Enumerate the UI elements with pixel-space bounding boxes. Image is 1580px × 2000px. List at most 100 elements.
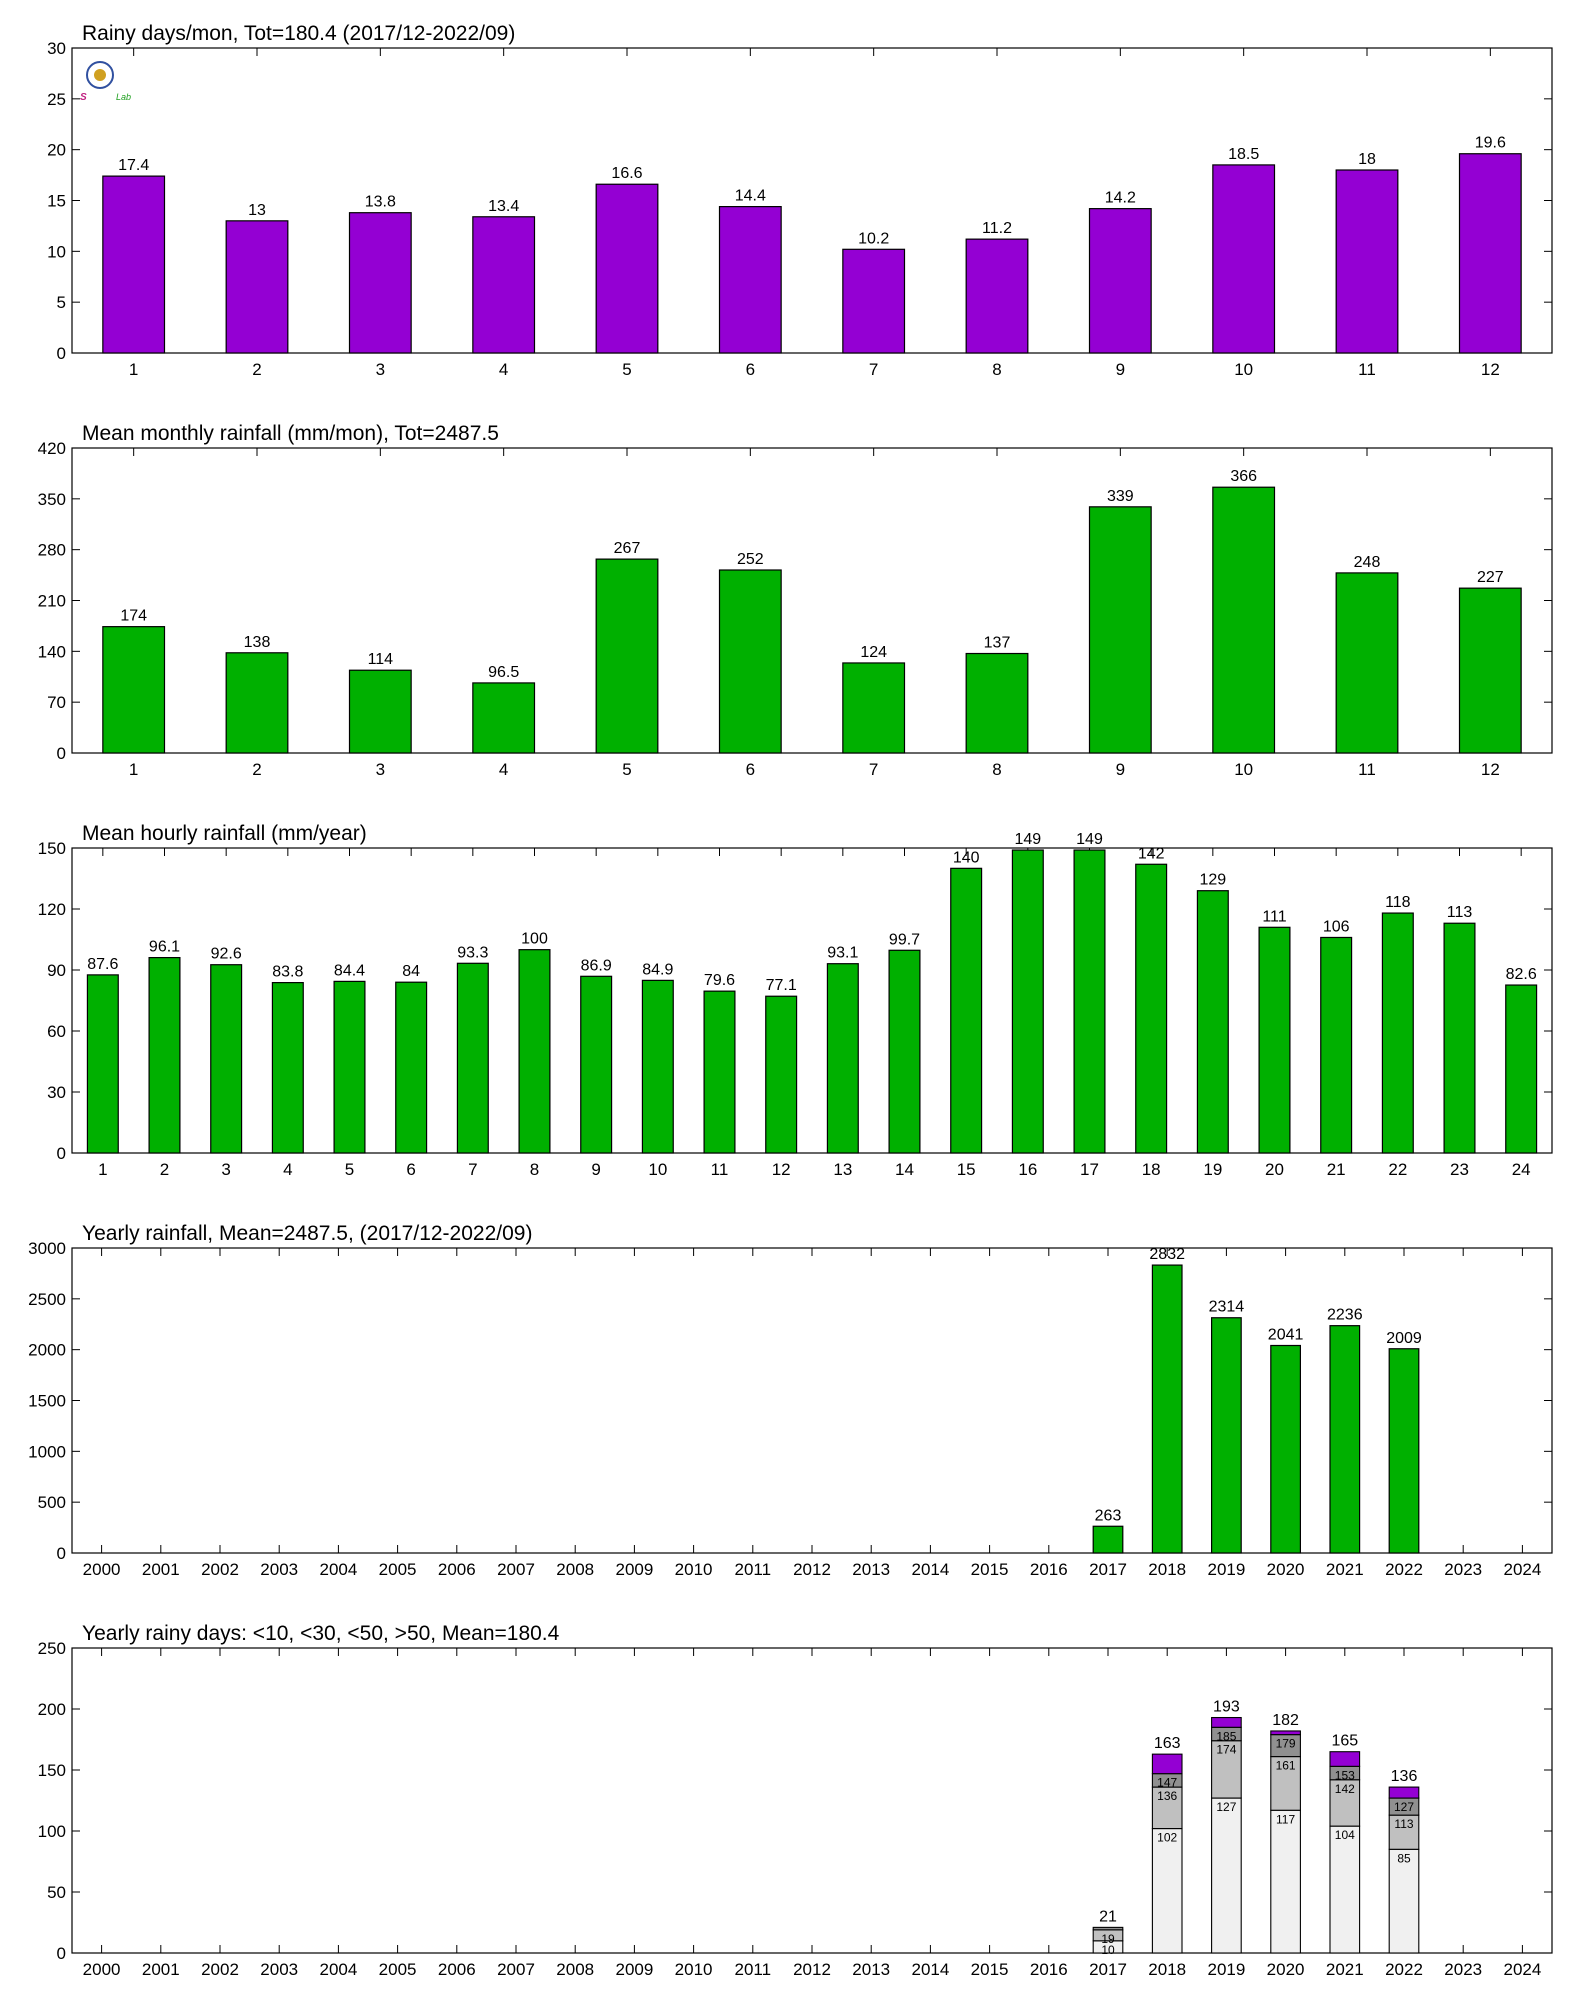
x-tick-label: 7	[869, 360, 878, 379]
stack-segment	[1151, 1753, 1183, 1775]
x-tick-label: 2015	[971, 1560, 1009, 1579]
x-tick-label: 6	[746, 360, 755, 379]
data-label: 93.3	[457, 944, 488, 961]
plot-frame	[71, 847, 1553, 1154]
data-label: 13.4	[488, 198, 519, 215]
total-label: 193	[1213, 1699, 1240, 1716]
data-label: 140	[953, 849, 980, 866]
x-tick-label: 2013	[852, 1960, 890, 1979]
data-label: 252	[737, 551, 764, 568]
x-tick-label: 2012	[793, 1960, 831, 1979]
data-label: 17.4	[118, 157, 149, 174]
stack-segment	[1151, 1828, 1183, 1954]
x-tick-label: 2024	[1503, 1960, 1541, 1979]
data-label: 84.9	[642, 961, 673, 978]
x-tick-label: 2020	[1267, 1960, 1305, 1979]
data-label: 16.6	[611, 165, 642, 182]
y-tick-label: 1000	[28, 1442, 66, 1461]
x-tick-label: 2022	[1385, 1960, 1423, 1979]
data-label: 111	[1262, 908, 1286, 925]
bar	[765, 995, 798, 1154]
x-tick-label: 2016	[1030, 1560, 1068, 1579]
x-tick-label: 2000	[83, 1960, 121, 1979]
x-tick-label: 2012	[793, 1560, 831, 1579]
segment-label: 113	[1394, 1817, 1413, 1831]
bar	[518, 949, 551, 1154]
data-label: 2236	[1327, 1307, 1363, 1324]
bar	[718, 206, 782, 354]
x-tick-label: 3	[221, 1160, 230, 1179]
x-tick-label: 2007	[497, 1560, 535, 1579]
x-tick-label: 5	[622, 360, 631, 379]
stack-segment	[1151, 1786, 1183, 1830]
x-tick-label: 10	[1234, 360, 1253, 379]
y-tick-label: 0	[57, 744, 66, 763]
y-tick-label: 90	[47, 961, 66, 980]
bar	[86, 974, 119, 1154]
bar	[1335, 169, 1399, 354]
x-tick-label: 2020	[1267, 1560, 1305, 1579]
bar	[348, 669, 412, 754]
x-tick-label: 2003	[260, 1960, 298, 1979]
x-tick-label: 9	[591, 1160, 600, 1179]
bar	[1092, 1525, 1124, 1554]
bar	[102, 626, 166, 754]
x-tick-label: 6	[406, 1160, 415, 1179]
x-tick-label: 17	[1080, 1160, 1099, 1179]
bar	[472, 216, 536, 354]
chart-title: Yearly rainfall, Mean=2487.5, (2017/12-2…	[82, 1222, 532, 1245]
data-label: 18.5	[1228, 146, 1259, 163]
data-label: 96.1	[149, 939, 180, 956]
bar	[1196, 890, 1229, 1154]
y-tick-label: 3000	[28, 1239, 66, 1258]
stack-segment	[1211, 1716, 1242, 1728]
data-label: 113	[1447, 904, 1473, 921]
x-tick-label: 2	[160, 1160, 169, 1179]
x-tick-label: 2004	[319, 1960, 357, 1979]
stack-segment	[1270, 1809, 1301, 1954]
seal-center-icon	[94, 69, 106, 81]
segment-label: 185	[1216, 1729, 1236, 1743]
x-tick-label: 2022	[1385, 1560, 1423, 1579]
bar	[1212, 486, 1276, 754]
x-tick-label: 15	[957, 1160, 976, 1179]
data-label: 267	[614, 540, 641, 557]
x-tick-label: 2016	[1030, 1960, 1068, 1979]
data-label: 142	[1138, 845, 1165, 862]
x-tick-label: 1	[129, 360, 138, 379]
y-tick-label: 210	[38, 592, 66, 611]
x-tick-label: 8	[530, 1160, 539, 1179]
x-tick-label: 21	[1327, 1160, 1346, 1179]
chart-panel-1: Rainy days/mon, Tot=180.4 (2017/12-2022/…	[47, 22, 1553, 379]
data-label: 2832	[1149, 1246, 1185, 1263]
data-label: 14.4	[735, 188, 766, 205]
x-tick-label: 8	[992, 360, 1001, 379]
stack-segment	[1388, 1786, 1420, 1799]
x-tick-label: 12	[1481, 760, 1500, 779]
x-tick-label: 2023	[1444, 1560, 1482, 1579]
bar	[718, 569, 782, 754]
bar	[333, 980, 366, 1154]
x-tick-label: 2023	[1444, 1960, 1482, 1979]
x-tick-label: 11	[1358, 360, 1376, 379]
x-tick-label: 2009	[615, 1560, 653, 1579]
bar	[348, 212, 412, 354]
x-tick-label: 2014	[911, 1960, 949, 1979]
bar	[1505, 984, 1538, 1154]
x-tick-label: 2019	[1207, 1560, 1245, 1579]
stack-segment	[1329, 1779, 1361, 1827]
y-tick-label: 50	[47, 1883, 66, 1902]
x-tick-label: 2006	[438, 1960, 476, 1979]
bar	[826, 963, 859, 1154]
x-tick-label: 4	[499, 360, 508, 379]
x-tick-label: 2011	[735, 1560, 772, 1579]
segment-label: 102	[1157, 1831, 1177, 1845]
x-tick-label: 2005	[379, 1560, 417, 1579]
bar	[225, 652, 289, 754]
x-tick-label: 3	[376, 360, 385, 379]
y-tick-label: 60	[47, 1022, 66, 1041]
x-tick-label: 20	[1265, 1160, 1284, 1179]
bar	[595, 183, 659, 354]
y-tick-label: 140	[38, 642, 66, 661]
